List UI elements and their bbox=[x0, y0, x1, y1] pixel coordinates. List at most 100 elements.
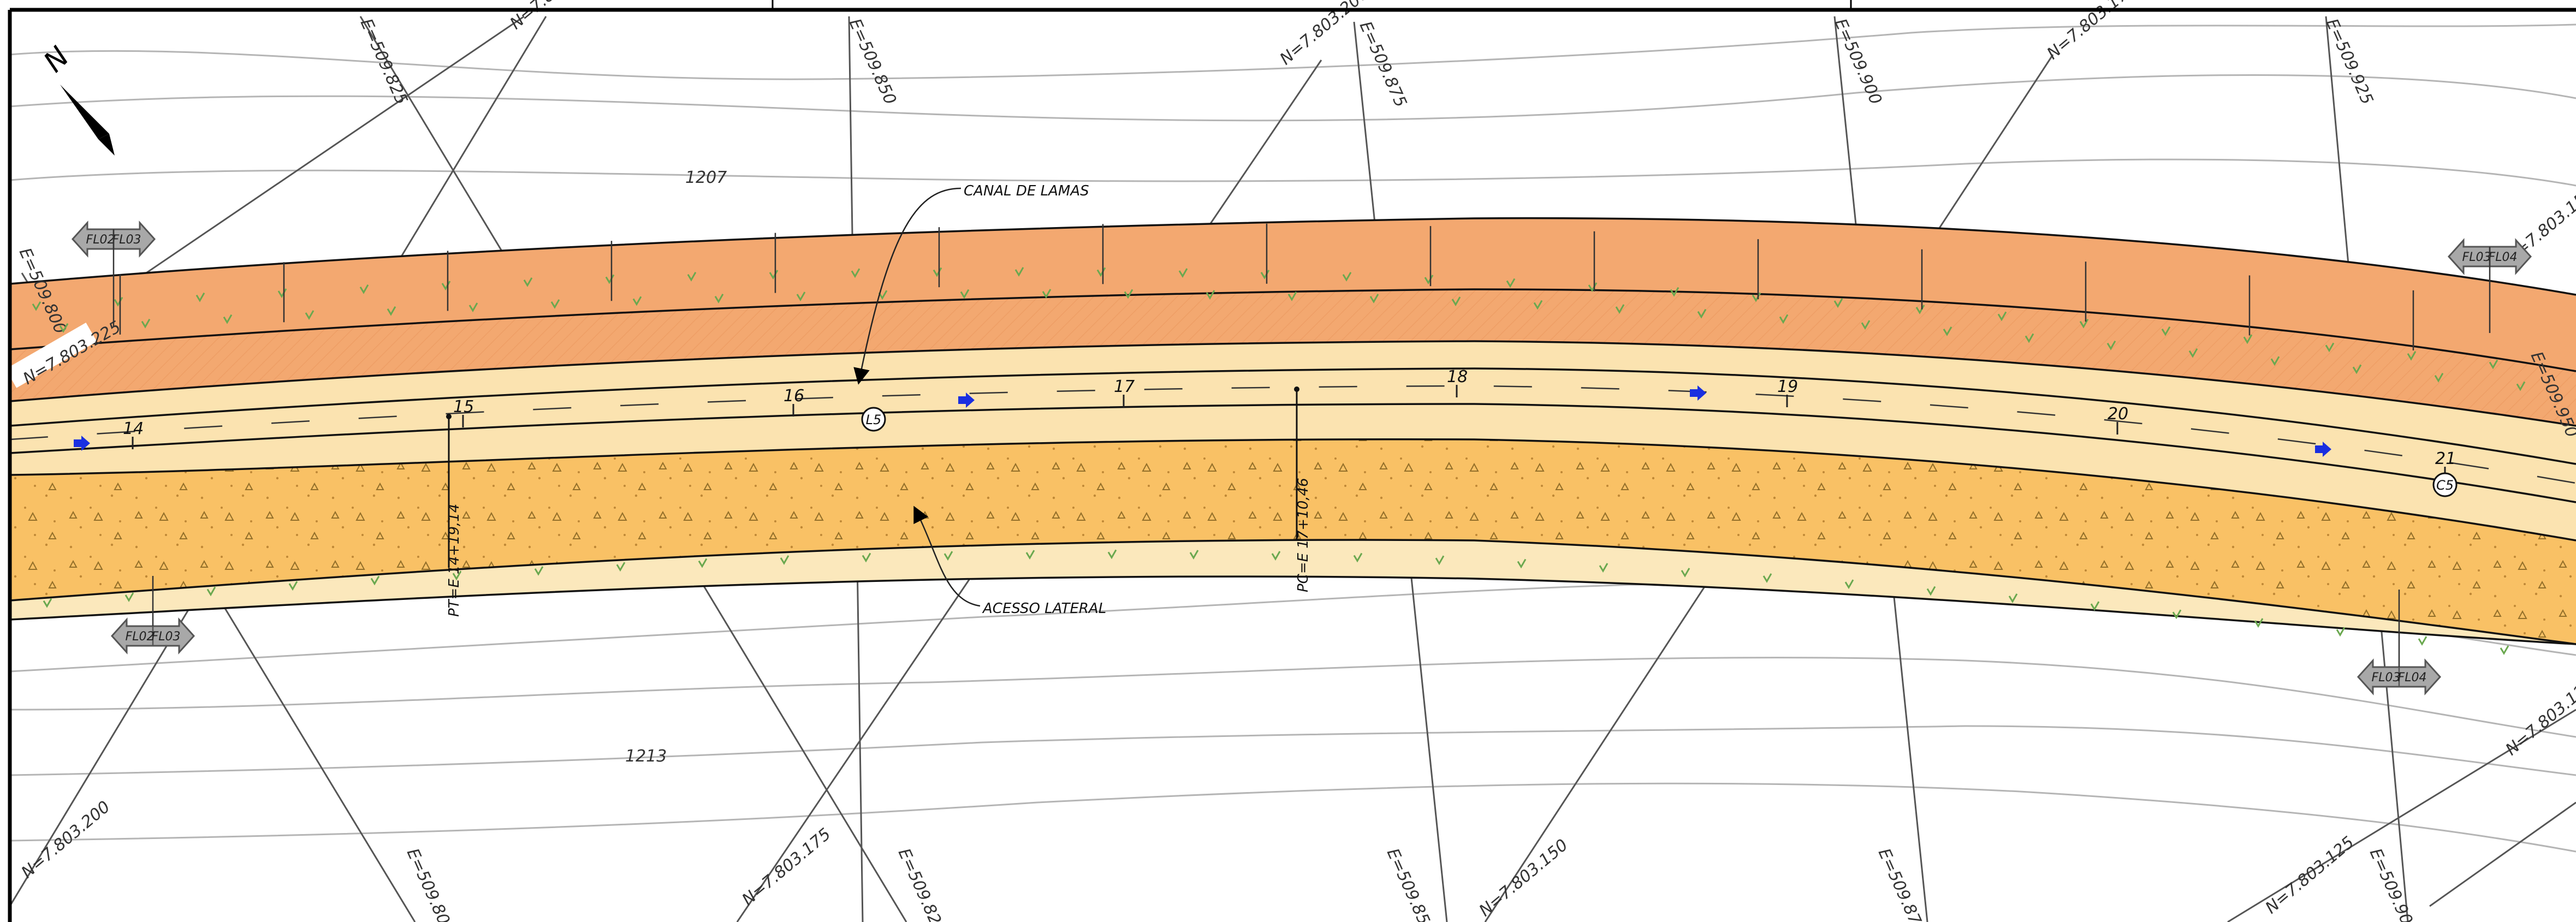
vegetation-icon bbox=[2418, 636, 2427, 646]
curve-point-pc: PC=E 17+10,46 bbox=[1294, 386, 1311, 592]
callout-label: CANAL DE LAMAS bbox=[964, 183, 1089, 199]
vegetation-icon bbox=[523, 277, 560, 309]
vegetation-icon bbox=[769, 270, 806, 302]
vegetation-icon bbox=[206, 586, 216, 597]
vegetation-icon bbox=[1997, 311, 2034, 343]
vegetation-icon bbox=[616, 562, 626, 572]
curve-points: PT=E 14+19,14 PC=E 17+10,46 bbox=[446, 386, 1311, 617]
lower-shoulder bbox=[10, 540, 2576, 644]
vegetation-icon bbox=[2090, 601, 2100, 611]
north-arrow-icon bbox=[60, 85, 109, 139]
vegetation-icon bbox=[1342, 272, 1379, 304]
vegetation-icon bbox=[195, 292, 233, 324]
vegetation-marks bbox=[32, 267, 2526, 655]
badge-right-label: FL03 bbox=[152, 630, 181, 644]
vegetation-icon bbox=[2254, 618, 2264, 628]
station-label: 18 bbox=[1447, 367, 1468, 386]
flow-arrow-icon bbox=[2315, 442, 2331, 457]
station-label: 21 bbox=[2435, 449, 2456, 468]
vegetation-icon bbox=[1178, 268, 1215, 300]
badge-left-label: FL02 bbox=[86, 233, 115, 247]
vegetation-icon bbox=[1844, 579, 1854, 590]
badge-left-label: FL03 bbox=[2462, 251, 2491, 264]
flow-arrow-icon bbox=[958, 392, 975, 408]
badge-right-label: FL04 bbox=[2398, 671, 2427, 685]
marker-label: L5 bbox=[866, 412, 882, 427]
station-label: 20 bbox=[2108, 405, 2128, 424]
vegetation-icon bbox=[1260, 270, 1297, 301]
road-lanes bbox=[10, 341, 2576, 540]
vegetation-icon bbox=[277, 288, 314, 320]
vegetation-icon bbox=[1353, 552, 1363, 563]
road-corridor bbox=[9, 217, 2576, 645]
callout-acesso: ACESSO LATERAL bbox=[913, 505, 1106, 617]
vegetation-icon bbox=[1762, 573, 1772, 583]
callout-label: ACESSO LATERAL bbox=[982, 600, 1106, 617]
flow-arrow-icon bbox=[74, 436, 90, 451]
contour-label: 1207 bbox=[685, 168, 727, 187]
vegetation-icon bbox=[933, 267, 970, 299]
vegetation-icon bbox=[2243, 334, 2280, 366]
callout-canal: CANAL DE LAMAS bbox=[853, 183, 1089, 385]
vegetation-icon bbox=[1670, 287, 1707, 319]
vegetation-icon bbox=[124, 592, 134, 602]
badge-right-label: FL04 bbox=[2489, 251, 2518, 264]
vegetation-icon bbox=[1107, 549, 1117, 560]
vegetation-icon bbox=[1915, 305, 1952, 336]
vegetation-icon bbox=[698, 558, 708, 568]
curve-point-label: PT=E 14+19,14 bbox=[446, 504, 462, 617]
vegetation-icon bbox=[862, 552, 871, 563]
vegetation-icon bbox=[1588, 282, 1625, 314]
vegetation-icon bbox=[32, 301, 69, 333]
vegetation-icon bbox=[1833, 298, 1871, 330]
curve-point-label: PC=E 17+10,46 bbox=[1295, 478, 1311, 592]
flow-arrow-icon bbox=[1690, 385, 1706, 401]
vegetation-icon bbox=[1681, 568, 1690, 578]
vegetation-icon bbox=[2008, 593, 2018, 603]
gravel-texture bbox=[10, 439, 2576, 644]
vegetation-icon bbox=[1096, 267, 1133, 299]
vegetation-icon bbox=[1025, 550, 1035, 560]
vegetation-icon bbox=[441, 281, 478, 312]
vegetation-icon bbox=[1189, 550, 1199, 560]
vegetation-icon bbox=[2500, 645, 2509, 655]
vegetation-icon bbox=[2336, 627, 2346, 637]
vegetation-icon bbox=[2325, 342, 2362, 374]
marker-label: C5 bbox=[2436, 478, 2454, 493]
vegetation-icon bbox=[1435, 555, 1445, 566]
vegetation-icon bbox=[43, 598, 52, 608]
vegetation-icon bbox=[780, 555, 790, 565]
vegetation-icon bbox=[2079, 318, 2116, 350]
contour-labels: 1207 1213 bbox=[625, 168, 727, 766]
vegetation-icon bbox=[534, 566, 544, 576]
vegetation-icon bbox=[2161, 326, 2198, 358]
marker-c5: C5 bbox=[2432, 472, 2458, 497]
stations: 14 15 16 17 18 19 20 21 bbox=[123, 367, 2456, 479]
station-label: 19 bbox=[1777, 377, 1798, 396]
centerline bbox=[9, 385, 2576, 484]
vegetation-icon bbox=[1926, 586, 1936, 596]
vegetation-icon bbox=[1599, 563, 1608, 573]
vegetation-icon bbox=[2172, 609, 2182, 620]
station-label: 14 bbox=[123, 419, 144, 438]
vegetation-icon bbox=[1506, 278, 1543, 310]
curve-point-pt: PT=E 14+19,14 bbox=[446, 414, 462, 617]
vegetation-icon bbox=[288, 581, 298, 591]
vegetation-icon bbox=[1271, 551, 1281, 561]
vegetation-icon bbox=[687, 272, 724, 304]
vegetation-icon bbox=[605, 274, 642, 306]
vegetation-icon bbox=[943, 551, 953, 561]
vegetation-icon bbox=[1424, 275, 1461, 307]
callouts: CANAL DE LAMAS ACESSO LATERAL bbox=[853, 183, 1106, 617]
flow-arrows bbox=[32, 223, 2526, 655]
section-ticks bbox=[119, 223, 2414, 350]
contour-lines bbox=[9, 23, 2576, 853]
badge-right-label: FL03 bbox=[112, 233, 141, 247]
vegetation-icon bbox=[2489, 359, 2526, 391]
